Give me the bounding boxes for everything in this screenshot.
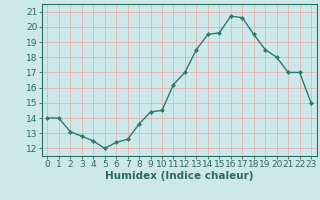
X-axis label: Humidex (Indice chaleur): Humidex (Indice chaleur) bbox=[105, 171, 253, 181]
